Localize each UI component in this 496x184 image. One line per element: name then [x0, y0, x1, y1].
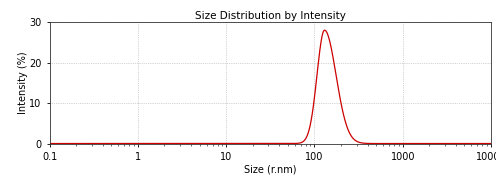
Y-axis label: Intensity (%): Intensity (%): [17, 52, 27, 114]
Title: Size Distribution by Intensity: Size Distribution by Intensity: [195, 11, 346, 21]
X-axis label: Size (r.nm): Size (r.nm): [244, 165, 297, 175]
